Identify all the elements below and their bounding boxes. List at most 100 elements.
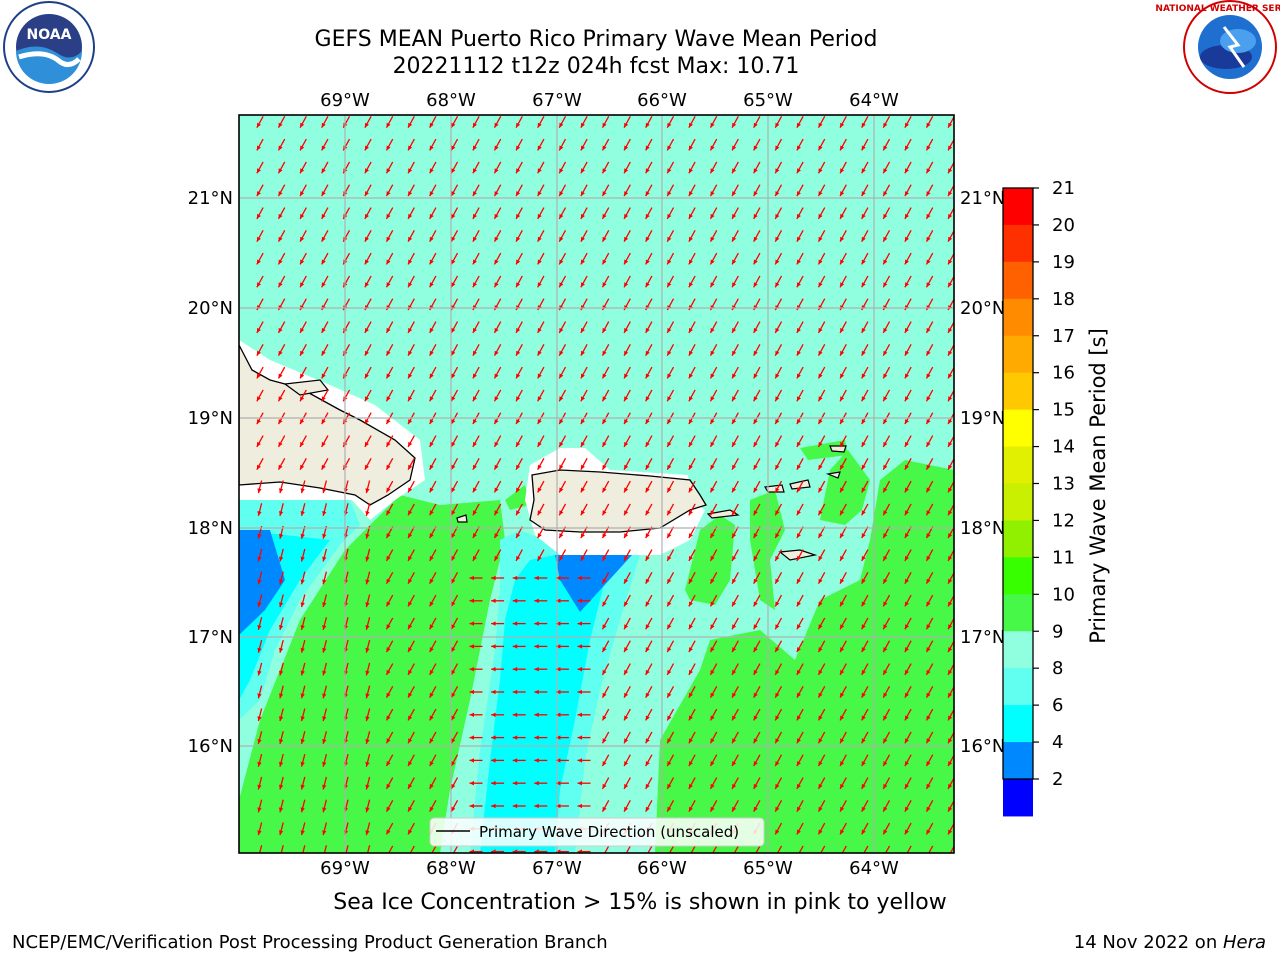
wave-arrow xyxy=(601,275,610,288)
wave-arrow xyxy=(666,799,675,813)
wave-arrow xyxy=(257,731,263,745)
wave-arrow xyxy=(257,685,263,699)
wave-arrow xyxy=(796,115,804,129)
wave-arrow xyxy=(731,708,739,721)
wave-arrow xyxy=(537,207,545,220)
lon-label: 69°W xyxy=(320,90,370,111)
wave-arrow xyxy=(321,366,329,379)
wave-arrow xyxy=(839,617,847,630)
colorbar-label: Primary Wave Mean Period [s] xyxy=(1086,328,1110,644)
lon-label: 69°W xyxy=(320,858,370,879)
wave-arrow xyxy=(385,617,394,630)
wave-arrow xyxy=(753,366,761,379)
wave-arrow xyxy=(407,594,415,607)
wave-arrow xyxy=(385,161,394,174)
map-frame xyxy=(238,114,955,854)
wave-arrow xyxy=(257,708,263,722)
wave-arrow xyxy=(904,389,912,402)
wave-arrow xyxy=(753,754,761,767)
wave-arrow xyxy=(774,503,783,516)
wave-arrow xyxy=(688,754,696,767)
wave-arrow xyxy=(666,435,675,448)
wave-arrow xyxy=(385,252,394,265)
wave-arrow xyxy=(817,207,826,220)
wave-arrow xyxy=(512,644,526,649)
wave-arrow xyxy=(365,776,371,790)
wave-arrow xyxy=(731,184,739,197)
wave-arrow xyxy=(925,708,934,721)
wave-arrow xyxy=(861,184,869,197)
wave-arrow xyxy=(882,640,891,653)
wave-arrow xyxy=(407,229,415,243)
wave-arrow xyxy=(256,115,264,129)
colorbar-tick-label: 8 xyxy=(1052,658,1063,679)
wave-arrow xyxy=(534,667,548,672)
wave-arrow xyxy=(429,457,437,471)
wave-arrow xyxy=(364,229,372,243)
wave-arrow xyxy=(277,161,286,174)
wave-arrow xyxy=(450,480,459,493)
wave-arrow xyxy=(645,526,653,539)
wave-arrow xyxy=(580,275,588,288)
wave-arrow xyxy=(385,777,394,790)
wave-arrow xyxy=(429,343,437,357)
wave-arrow xyxy=(904,138,912,151)
wave-arrow xyxy=(623,571,631,585)
wave-arrow xyxy=(365,731,371,745)
wave-arrow xyxy=(365,548,371,562)
wave-arrow xyxy=(429,480,437,493)
wave-arrow xyxy=(555,689,569,695)
wave-arrow xyxy=(429,503,437,516)
wave-arrow xyxy=(385,526,394,539)
wave-arrow xyxy=(925,435,934,448)
wave-arrow xyxy=(839,229,847,243)
wave-arrow xyxy=(577,598,591,603)
wave-arrow xyxy=(407,731,415,744)
wave-arrow xyxy=(534,598,548,603)
wave-arrow xyxy=(882,207,891,220)
wave-arrow xyxy=(299,161,307,174)
wave-arrow xyxy=(385,731,394,744)
wave-arrow xyxy=(299,275,307,288)
wave-arrow xyxy=(558,184,567,197)
wave-arrow xyxy=(256,229,264,243)
wave-arrow xyxy=(407,708,415,721)
wave-arrow xyxy=(688,138,696,151)
wave-arrow xyxy=(385,138,394,151)
wave-arrow xyxy=(537,343,545,357)
wave-arrow xyxy=(861,617,869,630)
wave-arrow xyxy=(904,571,912,585)
wave-arrow xyxy=(861,275,869,288)
lon-label: 68°W xyxy=(426,90,476,111)
wave-arrow xyxy=(385,685,394,699)
wave-arrow xyxy=(904,457,912,471)
wave-arrow xyxy=(666,503,675,516)
wave-arrow xyxy=(645,457,653,471)
wave-arrow xyxy=(904,115,912,129)
wave-arrow xyxy=(257,617,263,631)
wave-arrow xyxy=(839,594,847,607)
wave-arrow xyxy=(796,799,804,813)
wave-arrow xyxy=(753,252,761,265)
wave-arrow xyxy=(407,321,415,334)
wave-arrow xyxy=(817,503,826,516)
wave-arrow xyxy=(817,457,826,471)
wave-arrow xyxy=(365,594,371,608)
wave-arrow xyxy=(364,343,372,357)
wave-arrow xyxy=(277,138,286,151)
wave-arrow xyxy=(861,708,869,721)
wave-arrow xyxy=(537,115,545,129)
wave-arrow xyxy=(861,571,869,585)
wave-arrow xyxy=(904,343,912,357)
sea-ice-note: Sea Ice Concentration > 15% is shown in … xyxy=(333,890,947,915)
wave-arrow xyxy=(278,753,284,767)
wave-arrow xyxy=(774,184,783,197)
wave-arrow xyxy=(925,663,934,676)
wave-direction-arrows xyxy=(256,115,954,853)
wave-arrow xyxy=(623,115,631,129)
legend-label: Primary Wave Direction (unscaled) xyxy=(479,823,739,841)
wave-arrow xyxy=(861,777,869,790)
wave-arrow xyxy=(709,640,718,653)
wave-arrow xyxy=(817,184,826,197)
wave-arrow xyxy=(555,758,569,763)
